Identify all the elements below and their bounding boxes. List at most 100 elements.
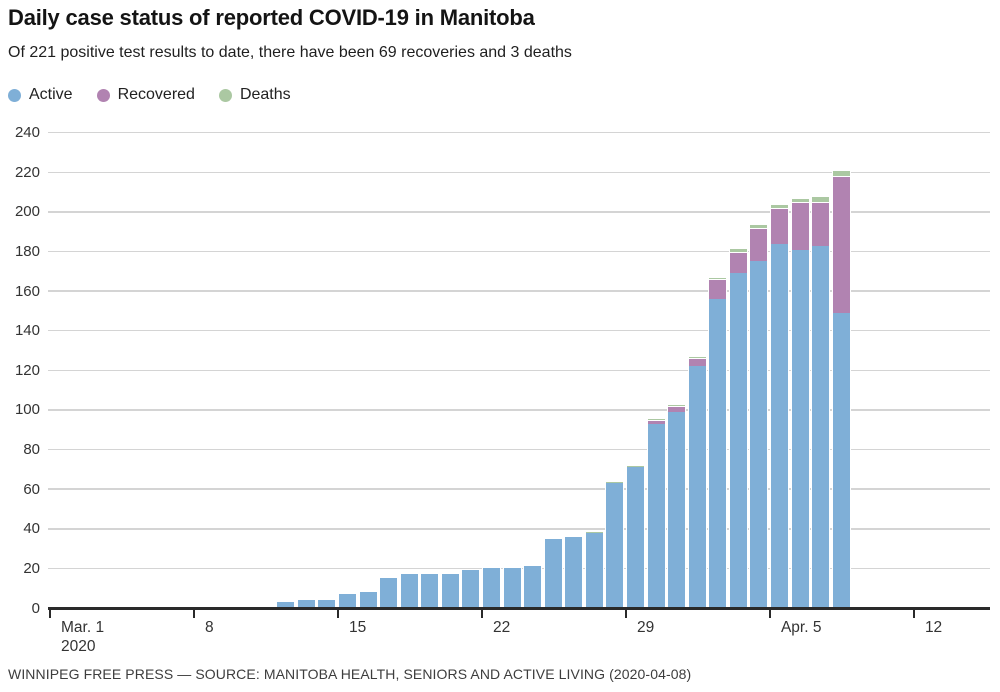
y-axis-label-240: 240: [14, 124, 40, 142]
source-credit: WINNIPEG FREE PRESS — SOURCE: MANITOBA H…: [8, 666, 692, 682]
bar-segment-active[interactable]: [811, 245, 831, 608]
y-axis-label-120: 120: [14, 361, 40, 379]
y-axis-label-140: 140: [14, 322, 40, 340]
bar-segment-deaths[interactable]: [811, 196, 831, 202]
bar-segment-deaths[interactable]: [605, 481, 625, 484]
bar-segment-active[interactable]: [687, 366, 707, 608]
bar-segment-active[interactable]: [728, 273, 748, 608]
bar-segment-active[interactable]: [296, 600, 316, 608]
legend-item-recovered: Recovered: [96, 86, 195, 104]
page-title: Daily case status of reported COVID-19 i…: [8, 5, 535, 30]
gridline-y-180: [48, 250, 990, 253]
x-axis-label-mar1: Mar. 1 2020: [61, 619, 105, 655]
chart-subtitle: Of 221 positive test results to date, th…: [8, 44, 572, 61]
bar-segment-recovered[interactable]: [687, 358, 707, 367]
x-axis-label-15: 15: [348, 619, 367, 636]
x-axis-tick-29: [624, 610, 627, 618]
deaths-dot-icon: [218, 88, 232, 102]
bar-segment-recovered[interactable]: [708, 279, 728, 300]
active-dot-icon: [8, 88, 21, 102]
bar-segment-deaths[interactable]: [667, 404, 687, 406]
bar-segment-active[interactable]: [646, 423, 666, 608]
y-axis-label-100: 100: [14, 401, 40, 419]
x-axis-tick-22: [480, 610, 483, 618]
x-axis-tick-apr5: [768, 610, 771, 618]
bar-segment-deaths[interactable]: [831, 170, 851, 177]
gridline-y-240: [48, 131, 990, 134]
gridline-y-60: [48, 488, 990, 490]
bar-segment-recovered[interactable]: [749, 227, 769, 262]
y-axis-label-220: 220: [14, 163, 40, 181]
bar-segment-deaths[interactable]: [749, 223, 769, 228]
bar-segment-active[interactable]: [543, 538, 563, 608]
bar-segment-deaths[interactable]: [728, 247, 748, 252]
x-axis-label-22: 22: [492, 619, 511, 636]
legend: Active Recovered Deaths: [8, 86, 291, 104]
bar-segment-active[interactable]: [749, 261, 769, 608]
y-axis-label-80: 80: [23, 441, 40, 459]
bar-segment-active[interactable]: [564, 536, 584, 608]
y-axis-label-60: 60: [23, 480, 40, 498]
bar-segment-deaths[interactable]: [584, 530, 604, 533]
bar-segment-deaths[interactable]: [646, 417, 666, 420]
legend-item-active: Active: [8, 86, 73, 104]
legend-label-recovered: Recovered: [117, 86, 195, 103]
x-axis-sublabel-year: 2020: [61, 638, 96, 655]
bar-segment-active[interactable]: [276, 602, 296, 608]
bar-segment-recovered[interactable]: [811, 202, 831, 246]
bar-segment-active[interactable]: [379, 578, 399, 608]
gridline-y-220: [48, 171, 990, 174]
bar-segment-active[interactable]: [708, 299, 728, 608]
bar-segment-deaths[interactable]: [687, 356, 707, 359]
bar-segment-deaths[interactable]: [625, 465, 645, 468]
bar-segment-recovered[interactable]: [769, 207, 789, 244]
bar-segment-recovered[interactable]: [646, 419, 666, 424]
legend-label-active: Active: [29, 86, 73, 103]
gridline-y-40: [48, 528, 990, 530]
x-axis-line: [48, 607, 990, 610]
bar-segment-recovered[interactable]: [790, 202, 810, 250]
bar-segment-active[interactable]: [440, 574, 460, 608]
bar-segment-recovered[interactable]: [667, 405, 687, 412]
y-axis-label-160: 160: [14, 282, 40, 300]
bar-segment-active[interactable]: [420, 574, 440, 608]
bar-segment-recovered[interactable]: [728, 251, 748, 274]
x-axis-tick-15: [336, 610, 339, 618]
y-axis-label-20: 20: [23, 559, 40, 577]
bar-segment-active[interactable]: [523, 566, 543, 608]
bar-segment-active[interactable]: [317, 600, 337, 608]
y-axis-label-200: 200: [14, 203, 40, 221]
x-axis-tick-mar1: [49, 610, 51, 618]
bar-segment-active[interactable]: [461, 570, 481, 608]
bar-segment-active[interactable]: [605, 483, 625, 608]
bar-segment-active[interactable]: [769, 243, 789, 608]
bar-segment-active[interactable]: [831, 312, 851, 608]
bar-segment-active[interactable]: [481, 568, 501, 608]
bar-segment-active[interactable]: [399, 574, 419, 608]
bar-segment-active[interactable]: [337, 594, 357, 608]
gridline-y-80: [48, 448, 990, 451]
x-axis-label-apr5: Apr. 5: [780, 619, 822, 636]
bar-segment-recovered[interactable]: [831, 176, 851, 313]
bar-segment-active[interactable]: [502, 568, 522, 608]
gridline-y-160: [48, 290, 990, 292]
bar-segment-deaths[interactable]: [708, 277, 728, 280]
bar-segment-active[interactable]: [625, 467, 645, 608]
bar-segment-active[interactable]: [584, 532, 604, 608]
legend-item-deaths: Deaths: [218, 86, 291, 104]
bar-segment-active[interactable]: [358, 592, 378, 608]
recovered-dot-icon: [96, 88, 110, 102]
x-axis-label-8: 8: [204, 619, 214, 636]
x-axis-label-29: 29: [636, 619, 655, 636]
x-axis-label-12: 12: [924, 619, 943, 636]
bar-segment-deaths[interactable]: [790, 198, 810, 202]
bar-segment-deaths[interactable]: [769, 203, 789, 208]
bar-segment-active[interactable]: [790, 249, 810, 608]
y-axis-label-180: 180: [14, 243, 40, 261]
y-axis-label-40: 40: [23, 520, 40, 538]
x-axis-tick-8: [192, 610, 195, 618]
gridline-y-100: [48, 409, 990, 411]
bar-segment-active[interactable]: [667, 411, 687, 608]
x-axis-tick-12: [912, 610, 915, 618]
